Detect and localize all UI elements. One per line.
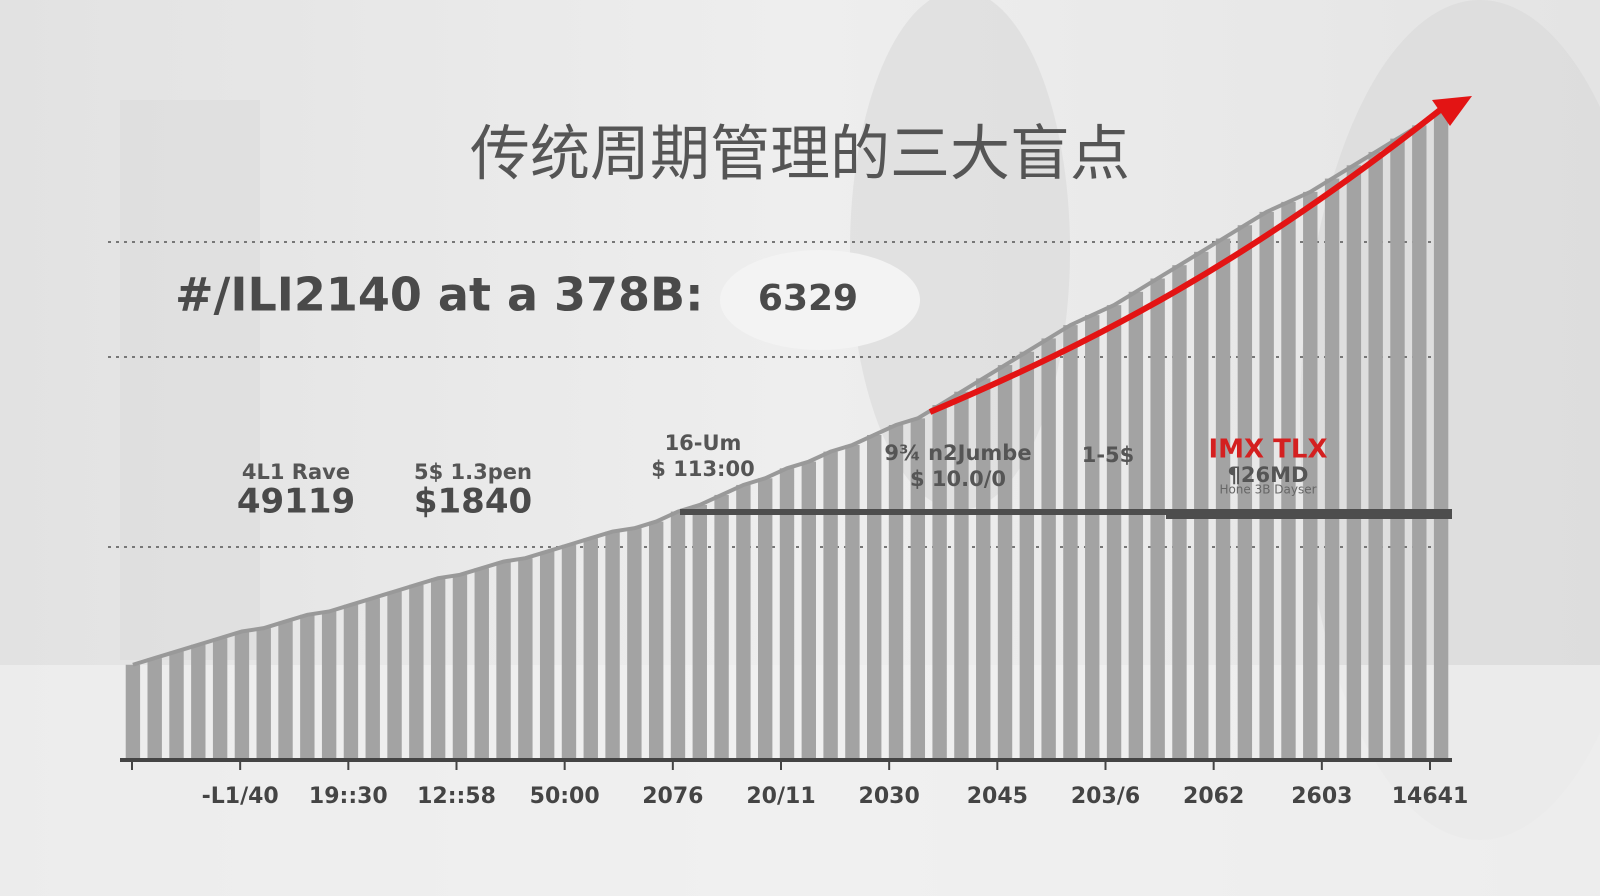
annotation: 16-Um	[665, 431, 742, 455]
bar	[1390, 138, 1405, 758]
x-tick-label: 50:00	[530, 784, 600, 809]
bar	[409, 584, 424, 758]
headline: #/ILI2140 at a 378B:	[175, 268, 704, 322]
bar	[976, 378, 991, 758]
bar	[1281, 201, 1296, 758]
headline-value: 6329	[758, 278, 858, 319]
bar	[888, 425, 904, 758]
bar	[1194, 251, 1209, 758]
bar	[1368, 151, 1383, 758]
bar	[801, 461, 816, 758]
bar	[1412, 125, 1427, 759]
bar	[561, 544, 577, 758]
bar	[1106, 305, 1122, 758]
bar	[583, 538, 598, 758]
annotation: 5$ 1.3pen	[414, 460, 532, 484]
bar	[1259, 211, 1274, 758]
x-tick-label: 2062	[1183, 784, 1244, 809]
bars	[125, 110, 1449, 759]
bar	[910, 418, 926, 758]
annotation: IMX TLX	[1209, 435, 1328, 465]
bar	[212, 638, 228, 758]
x-tick-label: 19::30	[309, 784, 388, 809]
bar	[1433, 111, 1449, 759]
x-tick-label: 2045	[967, 784, 1028, 809]
annotation: 49119	[237, 482, 355, 522]
bar	[496, 561, 511, 758]
bar	[670, 511, 686, 758]
bar-outline	[132, 110, 1443, 667]
bar	[736, 484, 751, 758]
bar	[779, 468, 795, 758]
bar	[954, 391, 969, 758]
bar	[300, 614, 315, 758]
annotation: $ 10.0/0	[910, 467, 1006, 491]
bar	[539, 551, 555, 758]
backdrop-shape	[850, 0, 1070, 510]
bar	[605, 531, 620, 758]
trend-arrowhead	[1432, 96, 1472, 126]
bar	[147, 658, 162, 758]
annotation: ¶26MD	[1228, 463, 1309, 487]
x-tick-label: 20/11	[746, 784, 815, 809]
bar	[867, 434, 882, 758]
bar	[169, 651, 184, 758]
bar	[1346, 165, 1362, 758]
bar	[474, 568, 489, 758]
bar	[1041, 338, 1056, 758]
annotation: 9¾ n2Jumbe	[884, 441, 1031, 465]
annotation: $ 113:00	[651, 457, 754, 481]
overlay	[120, 509, 1452, 762]
bar	[1085, 315, 1100, 758]
bar	[1150, 278, 1165, 758]
bar	[365, 598, 380, 758]
bar	[997, 365, 1013, 758]
x-tick-label: 2030	[859, 784, 920, 809]
bar	[692, 504, 707, 758]
annotation: 4L1 Rave	[242, 460, 350, 484]
bar	[430, 578, 446, 758]
annotation: 1-5$	[1082, 443, 1135, 467]
bar	[452, 574, 468, 758]
bar	[627, 528, 642, 758]
headline-badge	[720, 250, 920, 350]
bar	[343, 604, 359, 758]
bar	[256, 628, 271, 758]
bar	[1215, 238, 1231, 758]
annotation: Hone 3B Dayser	[1219, 483, 1316, 497]
bar	[234, 631, 250, 758]
bar	[1019, 351, 1035, 758]
annotation: $1840	[414, 482, 532, 522]
bar	[518, 558, 533, 758]
bar	[1237, 225, 1253, 758]
bar	[845, 444, 860, 758]
x-tick-label: 14641	[1392, 784, 1469, 809]
x-tick-label: -L1/40	[202, 784, 279, 809]
bar	[1063, 325, 1078, 758]
bar	[648, 521, 664, 758]
x-tick-label: 203/6	[1071, 784, 1140, 809]
x-tick-label: 12::58	[417, 784, 496, 809]
chart-title: 传统周期管理的三大盲点	[470, 120, 1130, 190]
bar	[714, 494, 729, 758]
bar	[758, 478, 773, 758]
x-tick-label: 2603	[1291, 784, 1352, 809]
x-tick-label: 2076	[642, 784, 703, 809]
bar	[278, 621, 293, 758]
bar	[1128, 291, 1144, 758]
bar	[1303, 191, 1318, 758]
backdrop-shape	[120, 100, 260, 660]
bar	[1324, 178, 1340, 758]
bar	[823, 451, 838, 758]
bar	[125, 664, 141, 758]
trend-arrow	[928, 107, 1442, 415]
bar	[191, 644, 206, 758]
bar	[387, 591, 402, 758]
bar	[932, 405, 947, 758]
bar	[321, 611, 337, 758]
